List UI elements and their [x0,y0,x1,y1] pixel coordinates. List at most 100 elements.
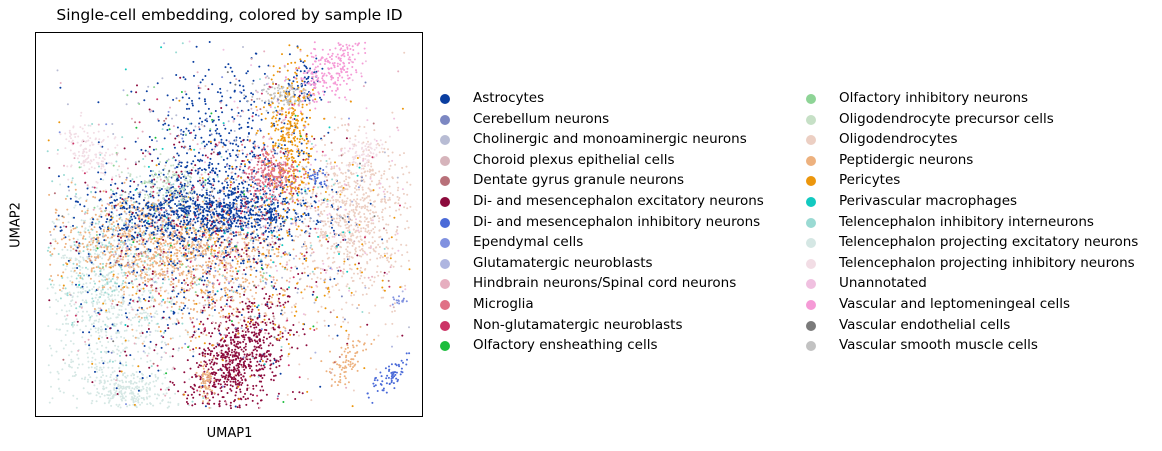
scatter-point [226,392,229,394]
scatter-point [57,214,60,217]
scatter-point [239,301,242,304]
scatter-point [124,239,127,242]
scatter-point [108,298,111,301]
scatter-point [97,331,100,334]
scatter-point [195,264,198,267]
scatter-point [78,280,81,283]
scatter-point [196,193,198,196]
scatter-point [76,267,79,269]
scatter-point [77,231,80,234]
scatter-point [109,202,112,204]
scatter-point [74,204,77,207]
scatter-point [87,207,90,210]
scatter-point [194,403,197,406]
scatter-point [91,241,94,244]
scatter-point [133,394,136,397]
scatter-point [109,245,112,248]
scatter-point [114,182,117,185]
scatter-point [238,406,241,409]
scatter-point [83,274,86,277]
scatter-point [136,214,139,217]
scatter-point [270,301,273,304]
scatter-point [145,382,148,385]
scatter-point [125,346,128,349]
scatter-point [151,270,154,273]
scatter-point [226,271,228,274]
scatter-point [80,166,83,169]
scatter-point [144,219,147,222]
scatter-point [82,331,84,334]
scatter-point [272,219,275,221]
scatter-point [215,345,218,348]
scatter-point [152,253,155,256]
scatter-point [110,250,112,253]
scatter-point [189,145,191,148]
scatter-point [98,242,101,245]
scatter-point [214,255,217,257]
scatter-point [180,185,183,188]
scatter-point [68,257,71,260]
scatter-point [53,222,55,225]
scatter-point [269,367,272,370]
scatter-point [164,341,166,344]
scatter-point [130,246,132,249]
scatter-point [197,180,199,183]
scatter-point [105,230,108,233]
scatter-point [279,222,282,225]
scatter-point [95,330,97,333]
scatter-point [147,278,149,281]
scatter-point [214,110,217,112]
scatter-point [120,263,123,265]
scatter-point [192,268,195,271]
scatter-point [103,239,106,242]
scatter-point [139,300,142,303]
scatter-point [97,275,100,278]
scatter-point [132,392,135,395]
scatter-point [109,299,112,302]
scatter-point [106,282,109,285]
scatter-point [250,331,253,334]
scatter-point [229,155,232,157]
scatter-point [70,257,73,260]
scatter-point [153,271,156,274]
scatter-point [320,98,323,101]
scatter-point [232,246,235,249]
scatter-point [149,291,152,294]
scatter-point [55,298,58,301]
scatter-point [244,366,247,368]
scatter-point [142,309,145,312]
scatter-point [93,352,96,355]
scatter-point [125,207,128,210]
scatter-point [110,305,113,308]
scatter-point [169,297,172,300]
scatter-point [131,259,134,262]
scatter-point [174,264,177,267]
scatter-point [272,379,275,382]
scatter-point [233,188,236,191]
scatter-point [159,241,161,244]
scatter-point [178,274,181,277]
scatter-point [110,236,113,239]
scatter-point [255,238,258,241]
scatter-point [202,390,205,393]
scatter-point [126,405,129,408]
scatter-point [166,406,169,409]
scatter-point [139,390,142,393]
scatter-point [204,75,207,77]
scatter-point [244,288,247,291]
scatter-point [101,257,104,260]
scatter-point [48,193,51,196]
scatter-point [128,380,131,383]
scatter-point [91,302,94,305]
scatter-point [159,229,162,232]
scatter-point [239,137,241,139]
scatter-point [131,283,134,285]
scatter-point [103,286,106,289]
scatter-point [255,346,258,349]
scatter-point [96,218,99,221]
scatter-point [225,403,228,406]
scatter-point [203,168,206,171]
scatter-point [280,312,282,315]
scatter-point [57,300,59,303]
scatter-point [204,119,207,122]
